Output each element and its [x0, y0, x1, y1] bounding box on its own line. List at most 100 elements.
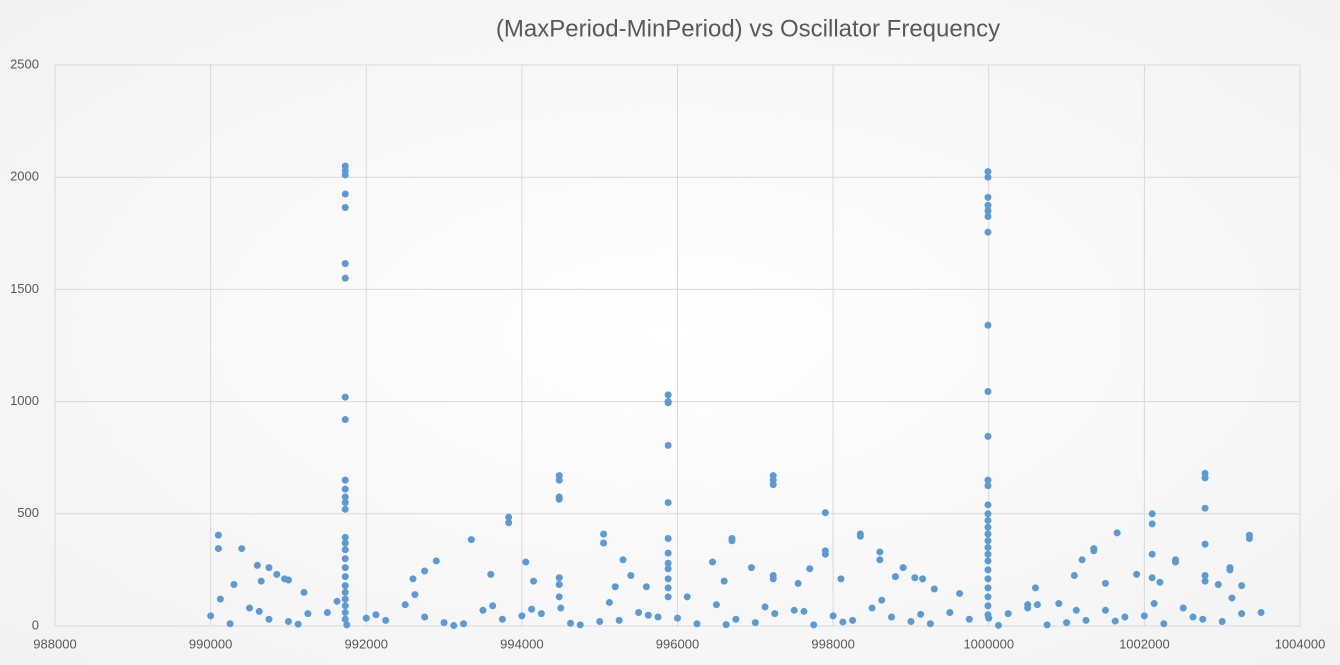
point — [409, 575, 417, 583]
point — [557, 604, 565, 612]
point — [926, 620, 934, 628]
point — [341, 171, 349, 179]
point — [615, 616, 623, 624]
point — [868, 604, 876, 612]
point — [421, 567, 429, 575]
point — [273, 570, 281, 578]
point — [576, 621, 584, 629]
point — [619, 556, 627, 564]
point — [722, 621, 730, 629]
point — [693, 620, 701, 628]
point — [664, 559, 672, 567]
point — [1214, 580, 1222, 588]
point — [343, 621, 351, 629]
point — [771, 610, 779, 618]
point — [911, 574, 919, 582]
point — [664, 534, 672, 542]
point — [849, 616, 857, 624]
point — [341, 499, 349, 507]
point — [537, 610, 545, 618]
point — [528, 605, 536, 613]
point — [1201, 577, 1209, 585]
x-tick-label: 1000000 — [963, 636, 1014, 651]
point — [214, 545, 222, 553]
point — [1201, 504, 1209, 512]
point — [674, 614, 681, 622]
point — [956, 589, 964, 597]
point — [1148, 510, 1156, 518]
point — [596, 618, 604, 626]
point — [1055, 600, 1063, 608]
point — [965, 615, 973, 623]
point — [567, 619, 575, 627]
point — [919, 575, 927, 583]
point — [720, 577, 728, 585]
point — [341, 539, 349, 547]
x-tick-label: 990000 — [189, 636, 232, 651]
point — [341, 476, 349, 484]
point — [664, 565, 672, 573]
point — [984, 207, 992, 215]
point — [411, 591, 419, 599]
point — [341, 393, 349, 401]
point — [642, 583, 650, 591]
point — [664, 584, 672, 592]
point — [1004, 610, 1012, 618]
point — [300, 588, 308, 596]
point — [984, 321, 992, 329]
x-tick-label: 992000 — [345, 636, 388, 651]
point — [728, 537, 736, 545]
point — [253, 561, 261, 569]
point — [984, 602, 992, 610]
point — [246, 604, 254, 612]
point — [1148, 550, 1156, 558]
point — [1024, 601, 1032, 609]
point — [984, 543, 992, 551]
point — [460, 620, 468, 628]
point — [984, 201, 992, 209]
point — [555, 495, 563, 503]
point — [683, 593, 691, 601]
point — [1257, 609, 1265, 617]
point — [627, 572, 635, 580]
point — [1201, 540, 1209, 548]
point — [876, 556, 884, 564]
point — [747, 564, 755, 572]
point — [341, 615, 349, 623]
point — [341, 485, 349, 493]
point — [899, 564, 907, 572]
point — [401, 601, 409, 609]
point — [994, 621, 1002, 629]
point — [800, 607, 808, 615]
y-tick-label: 500 — [17, 505, 39, 520]
point — [1113, 529, 1121, 537]
point — [530, 577, 538, 585]
point — [839, 618, 847, 626]
point — [1072, 606, 1080, 614]
point — [984, 530, 992, 538]
point — [600, 530, 608, 538]
point — [238, 545, 246, 553]
point — [1063, 619, 1071, 627]
point — [769, 575, 777, 583]
point — [265, 615, 273, 623]
point — [1189, 613, 1197, 621]
point — [1179, 604, 1187, 612]
point — [1043, 621, 1051, 629]
point — [829, 612, 837, 620]
point — [917, 610, 925, 618]
point — [555, 580, 563, 588]
point — [1031, 584, 1039, 592]
point — [806, 565, 814, 573]
point — [605, 598, 613, 606]
point — [821, 550, 829, 558]
point — [304, 610, 312, 618]
point — [984, 168, 992, 176]
point — [1156, 578, 1164, 586]
point — [498, 615, 506, 623]
point — [226, 620, 234, 628]
point — [341, 533, 349, 541]
point — [837, 575, 845, 583]
point — [341, 505, 349, 513]
point — [1133, 570, 1141, 578]
